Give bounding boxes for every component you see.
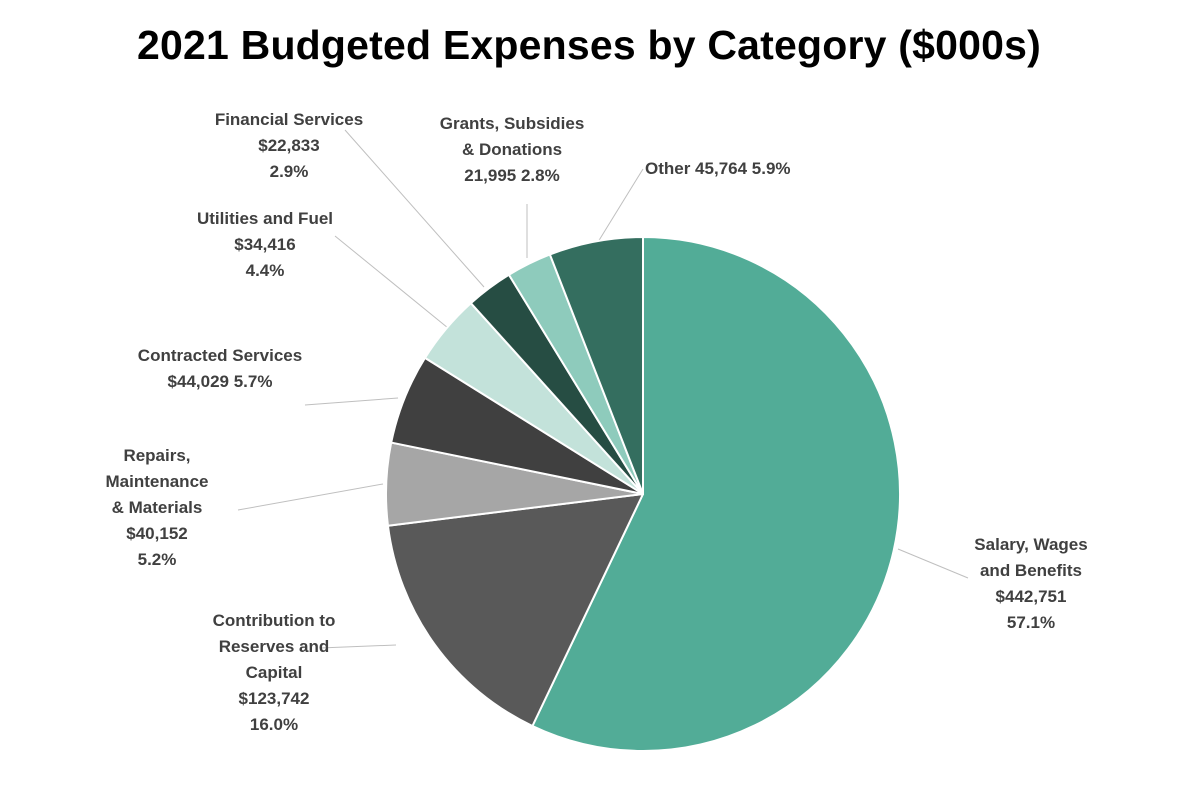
data-label-line: $22,833 [258,136,320,155]
data-label-utilities-and-fuel: Utilities and Fuel $34,416 4.4% [197,206,333,284]
data-label-line: Utilities and Fuel [196,209,334,228]
data-label-line: Other 45,764 5.9% [645,159,791,178]
leader-line-repairs-maintenance-materials [237,483,384,511]
leader-lines [237,129,969,649]
data-label-line: $44,029 5.7% [167,372,273,391]
data-label-line: $34,416 [234,235,296,254]
data-label-line: 2.9% [269,162,309,181]
data-label-line: & Donations [461,140,563,159]
data-label-salary-wages-and-benefits: Salary, Wages and Benefits $442,751 57.1% [974,532,1087,636]
data-label-line: 21,995 2.8% [464,166,560,185]
data-label-line: 4.4% [245,261,285,280]
pie-slice-contribution-to-reserves-and-capital [386,493,644,727]
data-label-line: $123,742 [238,689,310,708]
data-label-contracted-services: Contracted Services $44,029 5.7% [138,343,302,395]
leader-line-financial-services [344,129,485,288]
data-label-line: $40,152 [126,524,188,543]
data-label-contribution-to-reserves-and-capital: Contribution to Reserves and Capital $123,7… [213,608,336,738]
chart-title: 2021 Budgeted Expenses by Category ($000… [137,22,1041,68]
data-label-line: Capital [245,663,303,682]
data-label-other: Other 45,764 5.9% [645,156,791,182]
data-label-financial-services: Financial Services $22,833 2.9% [215,107,363,185]
pie-slice-other [548,236,644,495]
data-label-line: Grants, Subsidies [439,114,585,133]
leader-line-salary-wages-and-benefits [897,548,969,579]
data-label-line: Contracted Services [137,346,303,365]
data-label-line: 5.2% [137,550,177,569]
leader-line-utilities-and-fuel [334,235,449,329]
data-label-line: Reserves and [218,637,330,656]
data-label-line: & Materials [111,498,203,517]
data-label-line: 16.0% [249,715,299,734]
pie-slice-salary-wages-and-benefits [531,236,901,752]
data-label-line: 57.1% [1006,613,1056,632]
data-label-line: Maintenance [105,472,209,491]
data-label-line: and Benefits [979,561,1083,580]
data-label-line: $442,751 [995,587,1067,606]
pie-slices [385,236,901,752]
data-label-line: Financial Services [214,110,364,129]
leader-line-contracted-services [304,397,399,406]
data-label-repairs-maintenance-materials: Repairs, Maintenance & Materials $40,152 5.2… [106,443,209,573]
data-label-grants-subsidies-donations: Grants, Subsidies & Donations 21,995 2.8% [440,111,585,189]
data-label-line: Repairs, [123,446,191,465]
leader-line-contribution-to-reserves-and-capital [319,644,397,649]
data-label-line: Salary, Wages [974,535,1088,554]
leader-line-other [597,168,644,243]
data-label-line: Contribution to [212,611,336,630]
